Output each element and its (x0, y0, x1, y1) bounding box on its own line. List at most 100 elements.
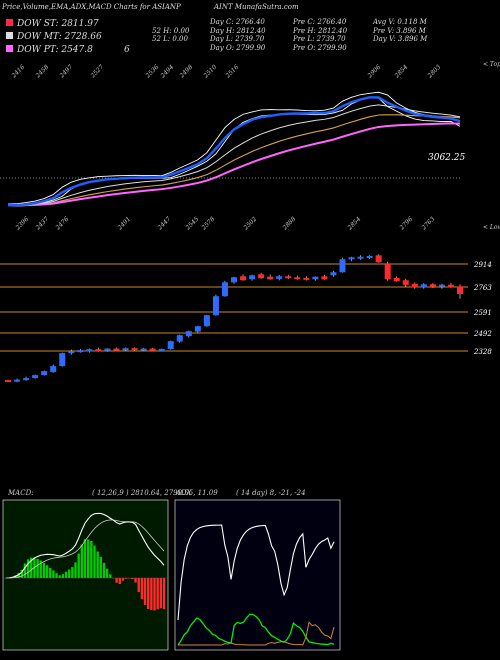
ema-mid-line (7, 104, 461, 206)
legend-swatch-mt (6, 32, 13, 39)
price-level-label-2: 2591 (473, 309, 492, 317)
macd-hist-5 (20, 569, 23, 578)
candle-body-34 (312, 276, 319, 280)
candle-body-0 (5, 380, 11, 383)
ema-last-value: 3062.25 (428, 153, 465, 163)
top-label-5: 2494 (159, 64, 176, 81)
macd-hist-13 (45, 565, 49, 578)
candle-body-47 (429, 284, 436, 287)
candle-body-19 (176, 335, 183, 342)
price-level-label-4: 2328 (473, 348, 492, 356)
stat-col3-1: Pre H: 2812.40 (293, 26, 348, 35)
legend-dow-mt: DOW MT: 2728.66 (6, 32, 102, 42)
macd-hist-21 (71, 567, 74, 578)
ema-slow-line (7, 122, 461, 207)
stat-col3-3: Pre O: 2799.90 (293, 43, 347, 52)
macd-line (5, 512, 165, 579)
candle-body-45 (411, 283, 418, 288)
candle-body-28 (258, 274, 265, 279)
adx-panel-frame (174, 499, 341, 651)
bottom-label-8: 2888 (281, 216, 298, 233)
top-label-4: 2536 (144, 64, 161, 81)
macd-hist-14 (49, 568, 52, 578)
candle-body-33 (303, 277, 310, 280)
macd-hist-45 (147, 578, 150, 610)
macd-hist-6 (23, 563, 27, 578)
candle-body-30 (276, 276, 283, 279)
candle-body-24 (221, 282, 228, 297)
macd-hist-7 (26, 559, 30, 578)
corner-top-label: < Tops (483, 61, 500, 68)
adx-params: ( 14 day) 8, -21, -24 (236, 489, 306, 497)
macd-hist-49 (159, 578, 163, 609)
top-label-6: 2498 (178, 64, 195, 81)
macd-hist-0 (4, 578, 8, 579)
candle-body-31 (285, 276, 292, 279)
ema-fast-line (7, 96, 461, 207)
bottom-label-5: 2545 (184, 216, 201, 233)
macd-title: MACD: (8, 489, 34, 497)
corner-bottom-label: < Lows (483, 224, 500, 231)
macd-hist-41 (134, 578, 137, 583)
candle-body-23 (212, 296, 219, 316)
candle-body-10 (95, 349, 102, 352)
stat-col1-2: 52 L: 0.00 (152, 35, 188, 43)
macd-hist-42 (137, 578, 140, 593)
minus-di-line (178, 621, 335, 646)
stat-col1-1: 52 H: 0.00 (152, 26, 190, 35)
stat-col2-1: Day H: 2812.40 (210, 26, 266, 35)
macd-hist-38 (124, 578, 128, 579)
candle-body-27 (249, 275, 256, 280)
candle-body-21 (194, 326, 201, 332)
macd-hist-23 (77, 553, 80, 578)
candle-body-40 (366, 255, 373, 258)
top-label-1: 2458 (34, 64, 51, 81)
candle-body-18 (167, 341, 174, 350)
candle-body-36 (330, 272, 337, 276)
plus-di-line (177, 613, 335, 646)
top-label-9: 2906 (366, 64, 383, 81)
candle-body-38 (348, 257, 355, 260)
macd-hist-32 (105, 568, 109, 578)
chart-title-left: Price,Volume,EMA,ADX,MACD Charts for ASI… (2, 3, 181, 11)
legend-pt-extra: 6 (124, 45, 130, 55)
macd-hist-20 (68, 569, 71, 578)
macd-hist-48 (156, 578, 159, 610)
price-level-label-0: 2914 (473, 261, 492, 269)
macd-hist-25 (83, 539, 87, 578)
candle-body-26 (240, 276, 247, 281)
macd-hist-24 (80, 544, 84, 578)
candle-body-12 (113, 348, 120, 351)
macd-hist-50 (162, 578, 166, 610)
top-label-10: 2854 (393, 64, 410, 81)
candle-body-48 (438, 284, 445, 287)
candle-body-41 (375, 255, 382, 263)
price-level-label-3: 2492 (473, 330, 492, 338)
macd-hist-47 (153, 578, 156, 611)
macd-hist-43 (140, 578, 144, 600)
legend-swatch-st (6, 19, 13, 26)
candle-body-25 (231, 277, 237, 283)
macd-params: ( 12,26,9 ) 2810.64, 2799.55, 11.09 (92, 489, 218, 497)
stat-col2-0: Day C: 2766.40 (210, 18, 265, 26)
macd-hist-8 (30, 557, 33, 578)
candle-body-9 (86, 349, 93, 352)
candle-body-17 (158, 348, 165, 351)
bottom-label-3: 2491 (116, 216, 132, 232)
candle-body-50 (457, 286, 463, 294)
macd-hist-36 (118, 578, 121, 585)
top-label-11: 2803 (426, 64, 443, 81)
candle-body-16 (149, 348, 156, 351)
stat-col2-2: Day L: 2739.70 (210, 35, 265, 43)
bottom-label-1: 2437 (34, 216, 51, 233)
macd-hist-10 (36, 558, 39, 578)
macd-hist-22 (74, 562, 77, 578)
candle-body-22 (203, 315, 210, 327)
candle-body-29 (267, 276, 274, 280)
macd-hist-27 (90, 541, 93, 578)
candle-body-32 (294, 277, 301, 280)
macd-hist-31 (102, 562, 106, 578)
candle-body-14 (131, 348, 138, 351)
stat-col4-2: Day V: 3.896 M (373, 35, 428, 43)
